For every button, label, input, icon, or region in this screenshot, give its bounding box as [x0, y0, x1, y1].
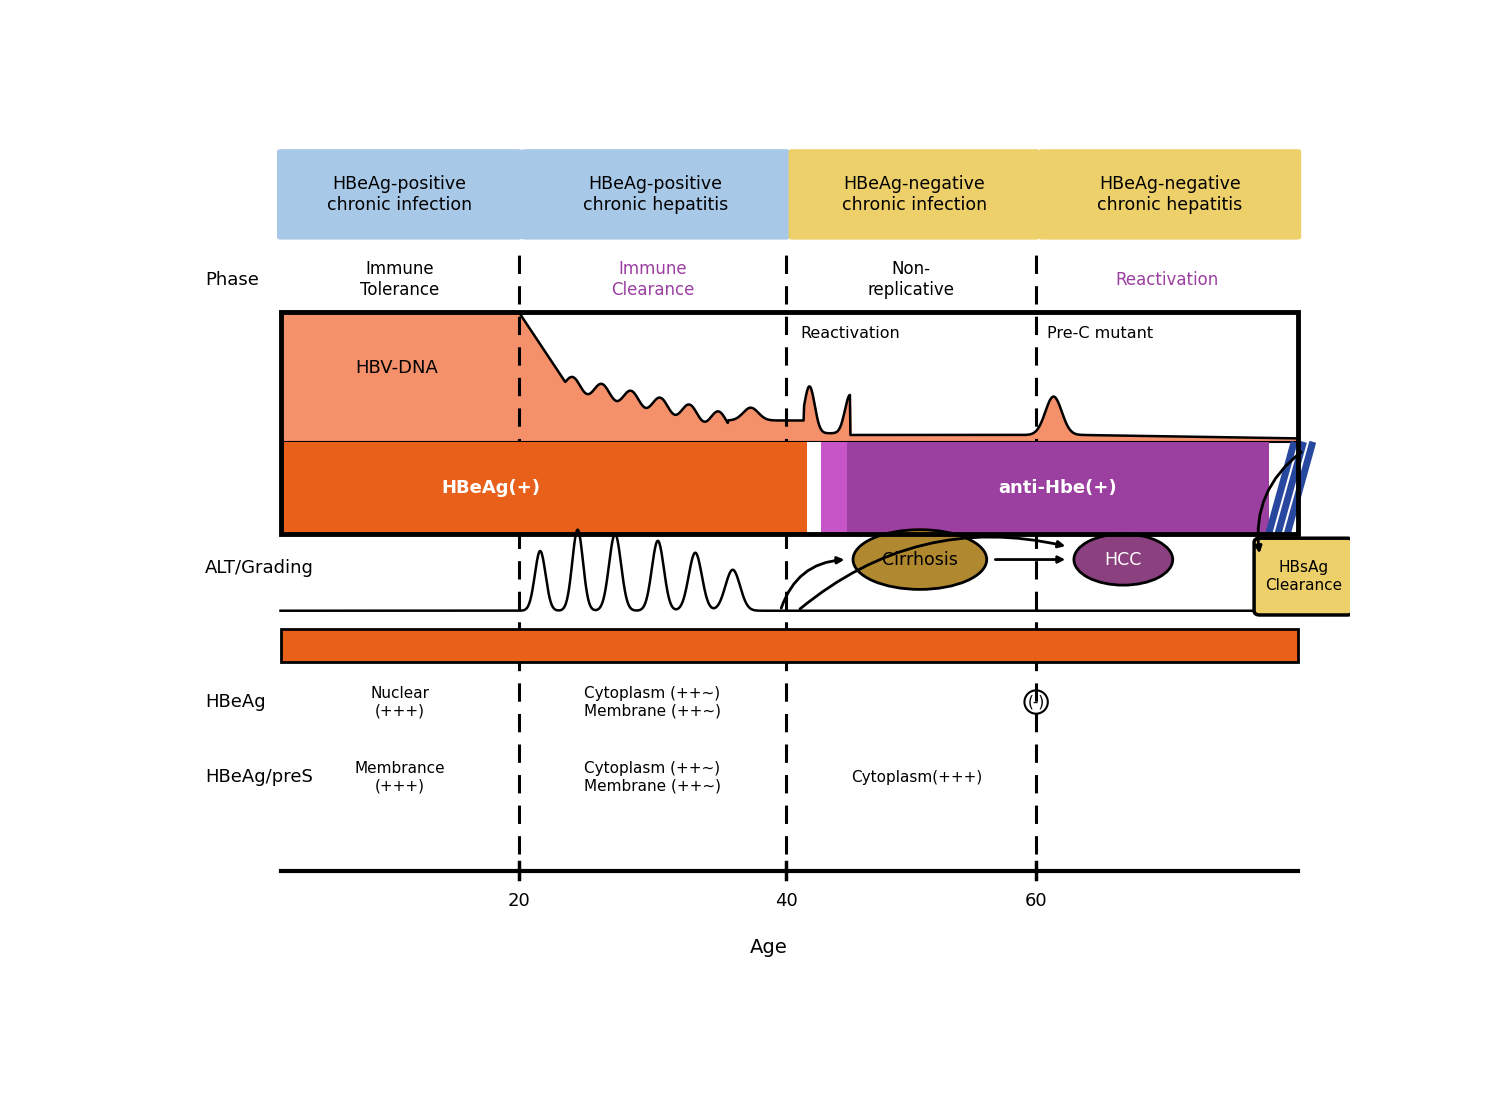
- Text: Cytoplasm (++~)
Membrane (++~): Cytoplasm (++~) Membrane (++~): [584, 686, 722, 718]
- Text: Reactivation: Reactivation: [801, 326, 900, 341]
- Bar: [280, 442, 807, 534]
- Text: HBeAg: HBeAg: [206, 692, 266, 711]
- Bar: [280, 312, 1298, 534]
- Text: 20: 20: [507, 892, 530, 911]
- Text: Reactivation: Reactivation: [1116, 270, 1218, 289]
- Text: HBeAg-positive
chronic hepatitis: HBeAg-positive chronic hepatitis: [584, 175, 728, 214]
- Bar: [280, 629, 1298, 661]
- FancyBboxPatch shape: [1038, 150, 1300, 239]
- Bar: [807, 442, 820, 534]
- Text: HBV-DNA: HBV-DNA: [356, 359, 438, 378]
- FancyBboxPatch shape: [789, 150, 1040, 239]
- Text: Immune
Clearance: Immune Clearance: [610, 260, 695, 299]
- Text: Cirrhosis: Cirrhosis: [882, 551, 959, 568]
- FancyBboxPatch shape: [278, 150, 522, 239]
- Text: Cytoplasm(+++): Cytoplasm(+++): [852, 770, 982, 784]
- FancyBboxPatch shape: [520, 150, 789, 239]
- Text: HBeAg(+): HBeAg(+): [441, 479, 540, 496]
- Text: HBeAg-negative
chronic hepatitis: HBeAg-negative chronic hepatitis: [1096, 175, 1242, 214]
- Text: Cytoplasm (++~)
Membrane (++~): Cytoplasm (++~) Membrane (++~): [584, 761, 722, 793]
- Text: Non-
replicative: Non- replicative: [867, 260, 954, 299]
- Text: ALT/Grading: ALT/Grading: [206, 560, 314, 577]
- Text: HBsAg
Clearance: HBsAg Clearance: [1264, 561, 1342, 593]
- Text: Nuclear
(+++): Nuclear (+++): [370, 686, 429, 718]
- Text: (-): (-): [1028, 695, 1044, 709]
- Bar: [821, 442, 846, 534]
- FancyBboxPatch shape: [1254, 538, 1353, 615]
- Text: Age: Age: [750, 938, 788, 957]
- Ellipse shape: [853, 530, 987, 589]
- Text: Membrance
(+++): Membrance (+++): [354, 761, 446, 793]
- Text: anti-Hbe(+): anti-Hbe(+): [999, 479, 1118, 496]
- Text: HBeAg-negative
chronic infection: HBeAg-negative chronic infection: [842, 175, 987, 214]
- Text: Immune
Tolerance: Immune Tolerance: [360, 260, 440, 299]
- Text: HCC: HCC: [1104, 551, 1142, 568]
- Text: 60: 60: [1024, 892, 1047, 911]
- Text: HBeAg/preS: HBeAg/preS: [206, 768, 314, 786]
- Text: Pre-C mutant: Pre-C mutant: [1047, 326, 1154, 341]
- Text: HBeAg-positive
chronic infection: HBeAg-positive chronic infection: [327, 175, 472, 214]
- Ellipse shape: [1074, 534, 1173, 585]
- Text: Phase: Phase: [206, 270, 260, 289]
- Bar: [846, 442, 1269, 534]
- Text: 40: 40: [776, 892, 798, 911]
